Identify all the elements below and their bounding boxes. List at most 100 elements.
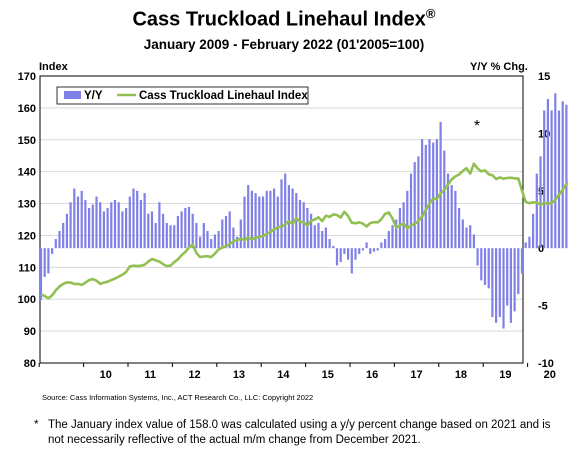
yoy-bar <box>276 196 279 249</box>
yoy-bar <box>95 196 98 249</box>
yoy-bar <box>513 248 516 312</box>
yoy-bar <box>80 190 83 249</box>
yoy-bar <box>254 193 257 249</box>
yoy-bar <box>121 211 124 249</box>
chart-canvas: 8090100110120130140150160170-10-50510151… <box>18 71 568 381</box>
yoy-bar <box>369 248 372 254</box>
yoy-bar <box>206 230 209 249</box>
yoy-bar <box>99 202 102 249</box>
yoy-bar <box>136 190 139 249</box>
yoy-bar <box>306 208 309 249</box>
yoy-bar <box>154 222 157 249</box>
yoy-bar <box>565 104 568 249</box>
yoy-bar <box>284 173 287 249</box>
yoy-bar <box>65 213 68 249</box>
yoy-bar <box>173 225 176 249</box>
yoy-bar <box>535 173 538 249</box>
yoy-bar <box>480 248 483 281</box>
yoy-bar <box>191 213 194 249</box>
yoy-bar <box>539 156 542 249</box>
yoy-bar <box>199 236 202 249</box>
yoy-bar <box>147 213 150 249</box>
yoy-bar <box>247 185 250 249</box>
x-tick-label: 13 <box>233 369 245 381</box>
legend-label-index: Cass Truckload Linehaul Index <box>139 90 308 102</box>
x-tick-label: 10 <box>100 369 112 381</box>
yoy-bar <box>273 188 276 249</box>
yoy-bar <box>417 156 420 249</box>
yoy-bar <box>110 202 113 249</box>
yoy-bar <box>117 202 120 249</box>
yoy-bar <box>250 190 253 249</box>
yoy-bar <box>532 213 535 249</box>
right-tick-label: -5 <box>538 301 548 313</box>
x-tick-label: 19 <box>499 369 511 381</box>
yoy-bar <box>158 202 161 249</box>
legend-box <box>56 86 309 105</box>
yoy-bar <box>413 162 416 249</box>
left-tick-label: 80 <box>24 358 36 370</box>
yoy-bar <box>195 222 198 249</box>
yoy-bar <box>113 199 117 249</box>
yoy-bar <box>73 188 76 249</box>
yoy-bar <box>406 190 409 249</box>
yoy-bar <box>517 248 520 295</box>
yoy-bar <box>317 222 320 249</box>
yoy-bar <box>398 208 401 249</box>
yoy-bar <box>243 196 246 249</box>
left-axis-label: Index <box>39 61 68 73</box>
left-tick-label: 170 <box>18 71 36 83</box>
x-tick-label: 12 <box>188 369 200 381</box>
yoy-bar <box>557 110 561 249</box>
yoy-bar <box>258 196 261 249</box>
yoy-bar <box>143 193 146 249</box>
yoy-bar <box>228 211 231 249</box>
yoy-bar <box>376 248 379 251</box>
chart-subtitle: January 2009 - February 2022 (01'2005=10… <box>143 37 425 52</box>
yoy-bar <box>298 199 302 249</box>
left-tick-label: 130 <box>18 199 36 211</box>
yoy-bar <box>509 248 512 323</box>
yoy-bar <box>102 211 105 249</box>
left-tick-label: 160 <box>18 103 36 115</box>
yoy-bar <box>498 248 501 318</box>
yoy-bar <box>128 196 131 249</box>
yoy-bar <box>62 222 65 249</box>
yoy-bar <box>506 248 509 306</box>
x-tick-label: 20 <box>544 369 556 381</box>
yoy-bar <box>91 204 94 249</box>
left-tick-label: 100 <box>18 294 36 306</box>
yoy-bar <box>302 202 305 249</box>
right-tick-label: -10 <box>538 358 554 370</box>
left-tick-label: 90 <box>24 326 36 338</box>
yoy-bar <box>39 248 43 300</box>
yoy-bar <box>520 248 524 274</box>
yoy-bar <box>354 248 357 260</box>
yoy-bar <box>443 150 446 249</box>
yoy-bar <box>524 242 527 249</box>
left-tick-label: 150 <box>18 135 36 147</box>
x-tick-label: 17 <box>410 369 422 381</box>
yoy-bar <box>202 222 205 249</box>
yoy-bar <box>165 222 168 249</box>
yoy-bar <box>280 179 283 249</box>
yoy-bar <box>176 216 179 249</box>
yoy-bar <box>139 199 142 249</box>
yoy-bar <box>221 219 224 249</box>
yoy-bar <box>169 225 172 249</box>
yoy-bar <box>454 190 457 249</box>
yoy-bar <box>550 110 553 249</box>
yoy-bar <box>561 101 564 249</box>
footnote: * The January index value of 158.0 was c… <box>34 418 554 448</box>
x-tick-label: 15 <box>322 369 334 381</box>
yoy-bar <box>483 248 487 285</box>
yoy-bar <box>232 227 235 249</box>
yoy-bar <box>265 190 268 249</box>
plot-border <box>39 75 524 364</box>
yoy-bar <box>395 219 398 249</box>
yoy-bar <box>332 245 335 249</box>
yoy-bar <box>162 213 165 249</box>
yoy-bar <box>184 208 187 249</box>
yoy-bar <box>313 225 316 249</box>
yoy-bar <box>469 225 472 249</box>
